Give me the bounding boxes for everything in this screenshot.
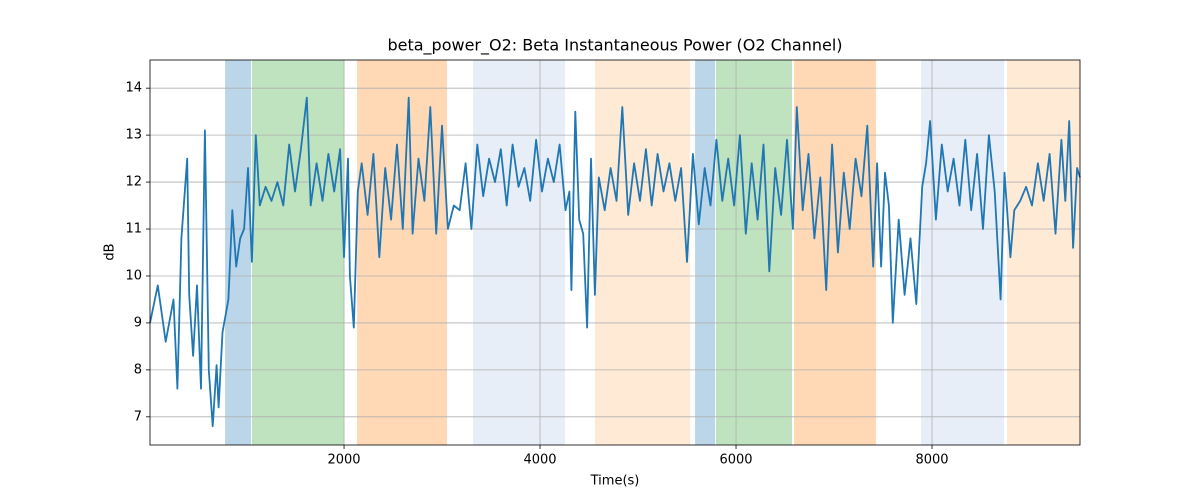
shaded-span: [595, 60, 691, 445]
x-tick-label: 8000: [915, 453, 948, 468]
x-tick-label: 2000: [327, 453, 360, 468]
y-tick-label: 13: [125, 128, 142, 143]
shaded-span: [357, 60, 448, 445]
y-tick-label: 11: [125, 222, 142, 237]
shaded-span: [695, 60, 716, 445]
shaded-span: [252, 60, 345, 445]
y-tick-label: 12: [125, 175, 142, 190]
x-tick-label: 4000: [523, 453, 556, 468]
y-tick-label: 8: [134, 362, 142, 377]
x-tick-label: 6000: [719, 453, 752, 468]
shaded-span: [1006, 60, 1080, 445]
y-axis-label: dB: [103, 243, 118, 260]
y-tick-label: 9: [134, 315, 142, 330]
shaded-span: [716, 60, 792, 445]
shaded-span: [473, 60, 566, 445]
chart-title: beta_power_O2: Beta Instantaneous Power …: [387, 36, 842, 56]
shaded-span: [794, 60, 877, 445]
x-axis-label: Time(s): [590, 474, 640, 489]
y-tick-label: 7: [134, 409, 142, 424]
data-line: [149, 96, 1081, 428]
plot-frame: [149, 59, 1081, 446]
y-tick-label: 10: [125, 268, 142, 283]
shaded-span: [921, 60, 1005, 445]
y-tick-label: 14: [125, 81, 142, 96]
